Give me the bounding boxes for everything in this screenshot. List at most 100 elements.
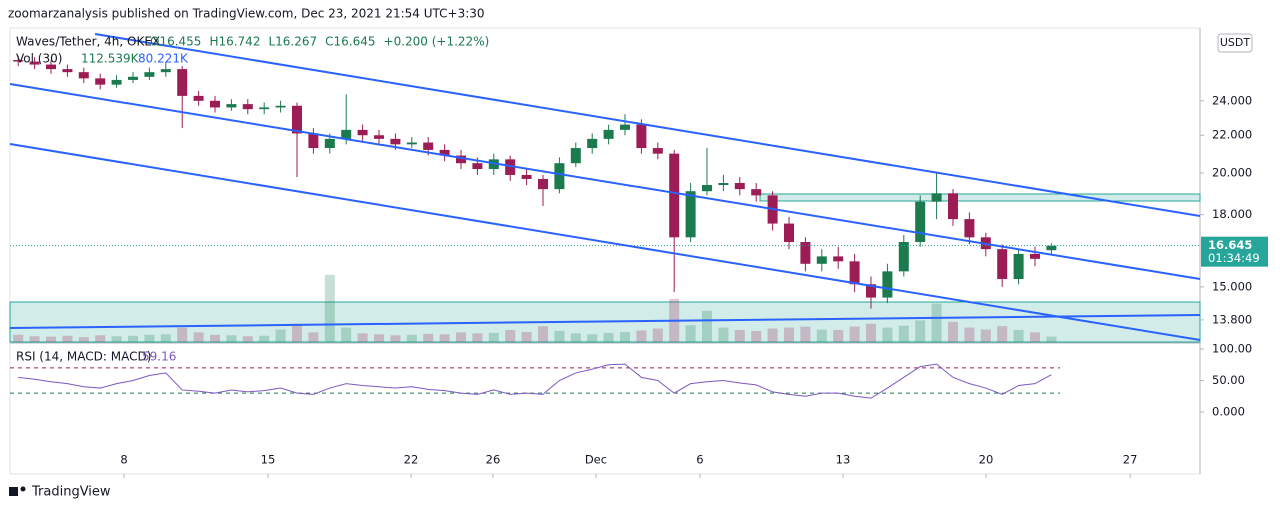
candle-body xyxy=(505,159,516,175)
rsi-name: RSI (14, MACD: MACD) xyxy=(16,350,151,364)
volume-bar xyxy=(833,330,844,342)
candle-body xyxy=(948,193,958,220)
y-tick-label: 15.000 xyxy=(1212,279,1252,293)
change: +0.200 (+1.22%) xyxy=(384,35,490,49)
trend-lines xyxy=(9,33,1201,341)
candle-body xyxy=(128,76,138,80)
candle-body xyxy=(160,69,171,73)
resistance-zone xyxy=(759,193,1201,202)
candle-body xyxy=(292,105,302,134)
volume-bar xyxy=(521,331,532,342)
volume-bar xyxy=(505,330,516,342)
y-tick-label: 18.000 xyxy=(1212,207,1252,221)
x-tick-label: 27 xyxy=(1123,453,1138,467)
volume-bar xyxy=(406,334,417,342)
candle-body xyxy=(144,72,155,77)
volume-bar xyxy=(964,327,975,342)
y-tick-label: 20.000 xyxy=(1212,165,1252,179)
x-tick-label: 6 xyxy=(696,453,703,467)
candle-body xyxy=(636,124,647,149)
y-tick-label: 22.000 xyxy=(1212,128,1252,142)
logo-mark xyxy=(9,487,18,496)
volume-bar xyxy=(849,326,860,342)
ohlc-value: O16.455 xyxy=(150,35,201,49)
symbol: Waves/Tether, 4h, OKEX xyxy=(16,35,160,49)
footer: TradingView xyxy=(31,485,111,500)
countdown: 01:34:49 xyxy=(1208,251,1260,265)
candle-body xyxy=(275,105,286,108)
trend-line xyxy=(9,83,1201,280)
volume-bar xyxy=(767,328,778,342)
volume-bar xyxy=(554,330,565,342)
rsi-line xyxy=(18,363,1052,399)
volume-bar xyxy=(423,333,434,342)
y-tick-label: 0.000 xyxy=(1212,405,1245,419)
volume-bar xyxy=(226,335,237,342)
currency[interactable]: USDT xyxy=(1220,36,1251,49)
candle-body xyxy=(734,183,745,190)
volume-bar xyxy=(456,332,466,342)
volume-bar xyxy=(603,332,614,342)
volume-bar xyxy=(931,303,942,342)
axes: 24.000 22.000 20.000 18.000 15.000 13.800 8 15 2… xyxy=(120,93,1268,478)
candle-body xyxy=(242,104,253,110)
price-pane xyxy=(10,55,1200,309)
candle-body xyxy=(193,95,204,101)
volume-bar xyxy=(538,326,548,342)
rsi-value: 59.16 xyxy=(142,350,176,364)
y-tick-label: 24.000 xyxy=(1212,93,1252,107)
volume-bar xyxy=(259,335,270,342)
candle-body xyxy=(964,219,975,238)
volume-bar xyxy=(882,327,893,342)
volume-bar xyxy=(587,334,598,342)
candle-body xyxy=(308,133,319,149)
volume-bar xyxy=(324,274,335,342)
candle-body xyxy=(538,178,548,190)
trend-line xyxy=(9,314,1201,329)
y-tick-label: 100.00 xyxy=(1212,342,1252,356)
x-tick-label: 26 xyxy=(486,453,501,467)
volume-bar xyxy=(652,328,663,342)
volume-bar xyxy=(341,327,352,342)
candle-body xyxy=(226,104,237,108)
volume-bar xyxy=(702,310,712,342)
volume-bar xyxy=(570,333,581,342)
volume-bar xyxy=(292,323,302,342)
candle-body xyxy=(111,79,122,85)
volume-ma: 80.221K xyxy=(138,52,189,66)
volume-bar xyxy=(620,331,630,342)
candle-body xyxy=(341,129,352,139)
candle-body xyxy=(423,142,434,150)
candle-body xyxy=(95,78,106,85)
volume-bar xyxy=(439,334,450,342)
volume-bar xyxy=(816,329,827,342)
volume-bar xyxy=(193,332,204,342)
candle-body xyxy=(456,155,466,164)
volume-bar xyxy=(488,332,499,342)
x-tick-label: 20 xyxy=(979,453,994,467)
y-tick-label: 50.00 xyxy=(1212,373,1245,387)
logo xyxy=(9,486,26,496)
candle-body xyxy=(472,163,483,170)
candle-body xyxy=(652,148,663,154)
candle-body xyxy=(439,149,450,156)
candle-body xyxy=(915,201,926,243)
volume-bar xyxy=(718,327,729,342)
volume-bar xyxy=(128,335,138,342)
volume-name: Vol (30) xyxy=(16,52,62,66)
volume-bar xyxy=(95,335,106,342)
candle-body xyxy=(718,183,729,186)
volume-bar xyxy=(472,333,483,342)
candle-body xyxy=(882,271,893,298)
candle-body xyxy=(1046,245,1057,251)
candle-body xyxy=(751,189,762,196)
candle-body xyxy=(1013,253,1024,280)
volume-bar xyxy=(62,335,73,342)
x-tick-label: Dec xyxy=(585,453,607,467)
candle-body xyxy=(78,72,89,79)
candle-body xyxy=(784,223,794,243)
currency-box[interactable] xyxy=(1217,33,1253,53)
volume-bar xyxy=(948,321,958,342)
